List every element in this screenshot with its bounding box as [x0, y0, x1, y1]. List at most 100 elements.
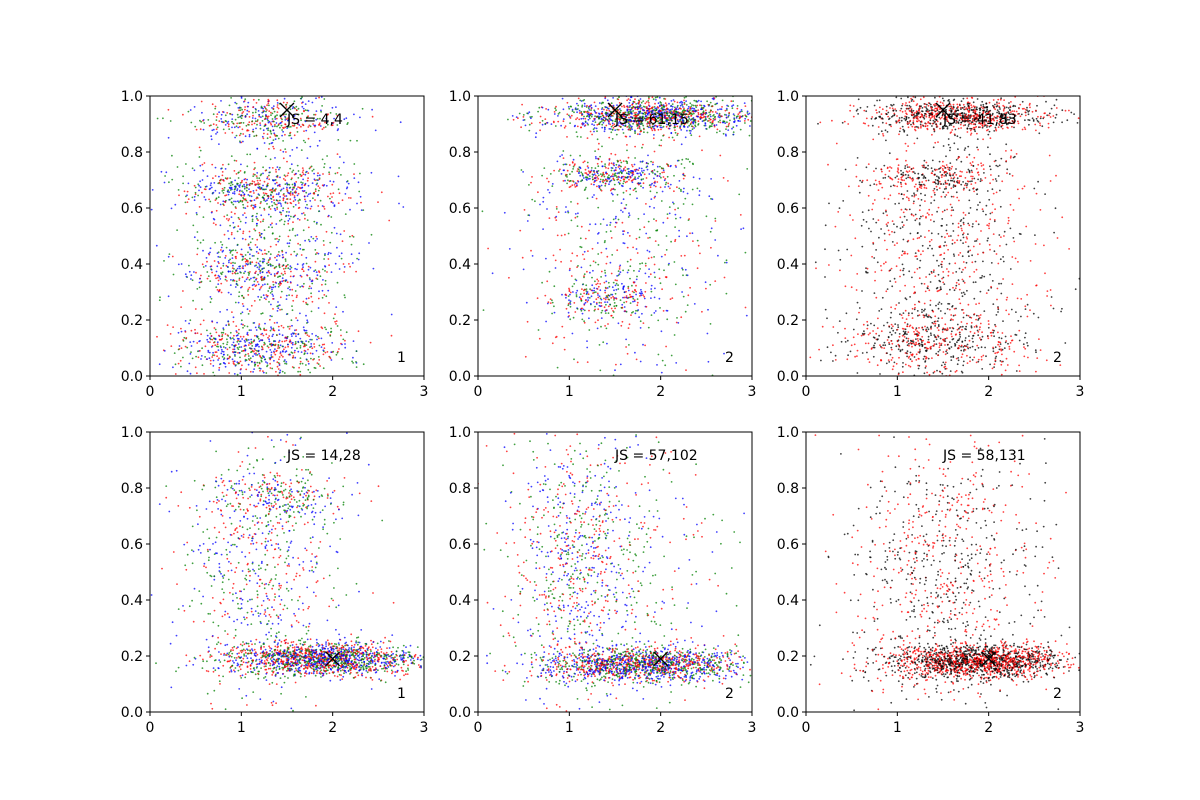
scatter-point — [561, 97, 564, 100]
scatter-point — [631, 172, 633, 174]
scatter-point — [311, 300, 314, 303]
scatter-point — [624, 169, 627, 172]
scatter-point — [233, 271, 236, 274]
scatter-point — [276, 365, 279, 368]
scatter-point — [642, 143, 644, 146]
scatter-point — [251, 214, 254, 217]
scatter-point — [604, 240, 606, 242]
scatter-point — [559, 168, 561, 171]
scatter-point — [222, 200, 225, 203]
scatter-point — [239, 141, 242, 144]
scatter-point — [305, 297, 308, 300]
scatter-point — [656, 364, 658, 366]
scatter-point — [280, 203, 282, 205]
scatter-point — [280, 282, 282, 285]
scatter-point — [655, 120, 657, 123]
scatter-point — [661, 106, 663, 109]
scatter-point — [724, 122, 727, 124]
scatter-point — [743, 120, 746, 122]
scatter-point — [317, 172, 319, 175]
scatter-point — [239, 372, 242, 374]
scatter-point — [655, 115, 658, 118]
scatter-point — [617, 124, 619, 127]
scatter-point — [604, 272, 607, 274]
scatter-point — [266, 362, 269, 364]
scatter-point — [650, 160, 652, 163]
scatter-point — [690, 134, 693, 137]
scatter-point — [291, 188, 294, 191]
scatter-point — [265, 188, 267, 191]
scatter-point — [607, 112, 609, 115]
scatter-point — [636, 275, 638, 278]
scatter-point — [616, 176, 618, 179]
subplot-2: 0 1 2 30.00.20.40.60.81.0JS = 61,152 — [449, 89, 757, 400]
scatter-point — [676, 104, 679, 107]
scatter-point — [551, 312, 553, 315]
scatter-point — [526, 220, 529, 222]
scatter-point — [300, 149, 303, 152]
scatter-point — [732, 113, 735, 115]
scatter-point — [662, 125, 665, 128]
scatter-point — [675, 321, 678, 324]
scatter-point — [680, 255, 683, 257]
scatter-point — [679, 125, 682, 127]
scatter-point — [503, 211, 506, 214]
scatter-point — [689, 232, 691, 235]
scatter-point — [265, 372, 268, 374]
scatter-point — [656, 170, 659, 173]
scatter-point — [626, 109, 629, 111]
scatter-point — [299, 312, 301, 315]
scatter-point — [223, 215, 226, 218]
scatter-point — [637, 112, 640, 115]
scatter-point — [240, 271, 242, 274]
scatter-point — [676, 125, 679, 128]
scatter-point — [607, 107, 610, 110]
scatter-point — [288, 286, 291, 288]
scatter-point — [258, 361, 261, 364]
scatter-point — [636, 125, 639, 127]
scatter-point — [222, 262, 225, 265]
scatter-point — [553, 311, 556, 314]
scatter-point — [681, 103, 683, 105]
scatter-point — [227, 163, 230, 166]
scatter-point — [596, 176, 599, 178]
scatter-point — [310, 292, 312, 295]
scatter-point — [615, 297, 618, 300]
scatter-point — [285, 251, 287, 254]
scatter-point — [659, 282, 662, 285]
scatter-point — [241, 190, 243, 193]
scatter-point — [200, 274, 202, 277]
scatter-point — [653, 196, 656, 199]
scatter-point — [285, 195, 288, 197]
scatter-point — [259, 287, 262, 289]
scatter-point — [305, 344, 308, 346]
scatter-point — [710, 109, 712, 112]
scatter-point — [328, 264, 330, 266]
scatter-point — [244, 355, 246, 357]
scatter-point — [269, 349, 272, 351]
scatter-point — [555, 105, 557, 108]
scatter-point — [629, 293, 631, 296]
scatter-point — [660, 167, 663, 169]
scatter-point — [233, 192, 236, 195]
scatter-point — [639, 262, 641, 265]
scatter-point — [638, 292, 641, 294]
scatter-point — [636, 252, 639, 254]
scatter-point — [605, 112, 608, 115]
scatter-point — [236, 113, 239, 116]
scatter-point — [639, 98, 642, 100]
scatter-point — [341, 358, 344, 360]
scatter-point — [692, 163, 694, 166]
scatter-point — [198, 281, 201, 284]
scatter-point — [225, 218, 228, 220]
scatter-point — [674, 106, 676, 109]
scatter-point — [672, 202, 675, 205]
scatter-point — [214, 351, 217, 354]
scatter-point — [511, 115, 514, 117]
scatter-point — [201, 191, 203, 194]
scatter-point — [637, 177, 639, 180]
scatter-point — [282, 140, 284, 142]
scatter-point — [388, 219, 391, 222]
scatter-point — [595, 283, 598, 286]
scatter-point — [230, 279, 232, 281]
